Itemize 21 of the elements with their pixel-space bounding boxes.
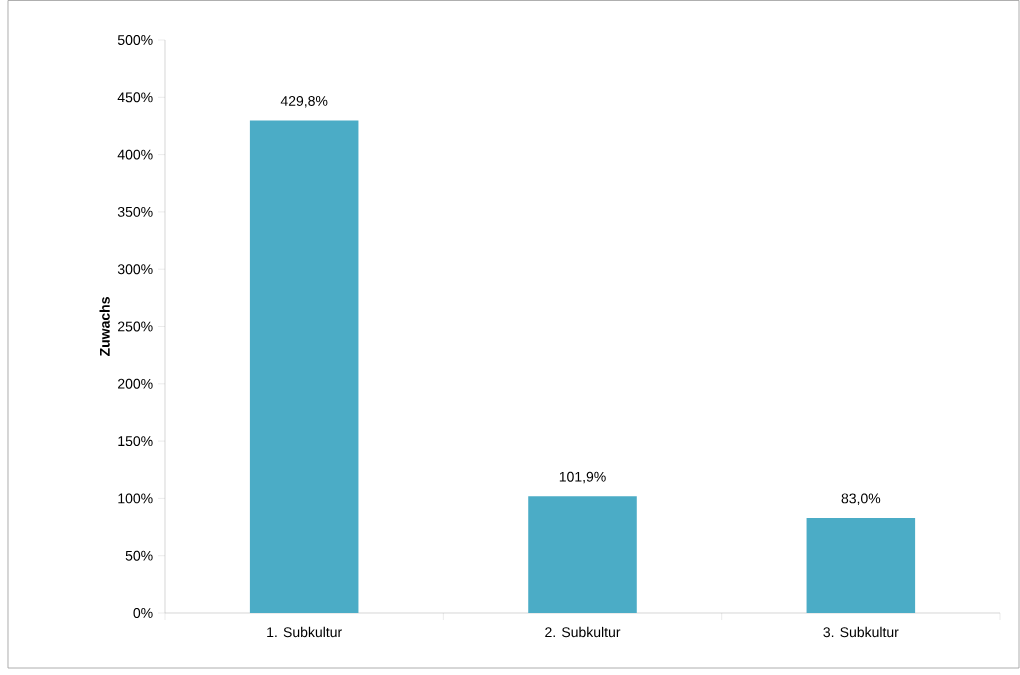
x-tick-label: 2. Subkultur	[545, 626, 621, 638]
y-tick-label: 350%	[117, 206, 153, 217]
y-tick-label: 300%	[117, 264, 153, 275]
x-tick-label: 3. Subkultur	[823, 626, 899, 638]
y-tick-label: 400%	[117, 149, 153, 160]
y-tick-label: 500%	[117, 35, 153, 45]
y-tick-label: 200%	[118, 378, 153, 389]
y-tick-label: 150%	[118, 436, 153, 447]
data-label: 429,8%	[280, 96, 328, 108]
y-axis-title: Zuwachs	[99, 297, 110, 357]
x-tick-label: 1. Subkultur	[267, 626, 342, 638]
bar	[806, 517, 916, 613]
y-tick-label: 250%	[118, 321, 153, 332]
y-tick-label: 450%	[117, 92, 153, 103]
y-tick-label: 0%	[133, 608, 153, 618]
y-tick-label: 50%	[125, 550, 153, 561]
data-label: 101,9%	[559, 471, 606, 484]
bar	[528, 496, 637, 613]
data-label: 83,0%	[841, 493, 881, 506]
bar	[249, 120, 359, 613]
y-tick-label: 100%	[118, 493, 153, 504]
